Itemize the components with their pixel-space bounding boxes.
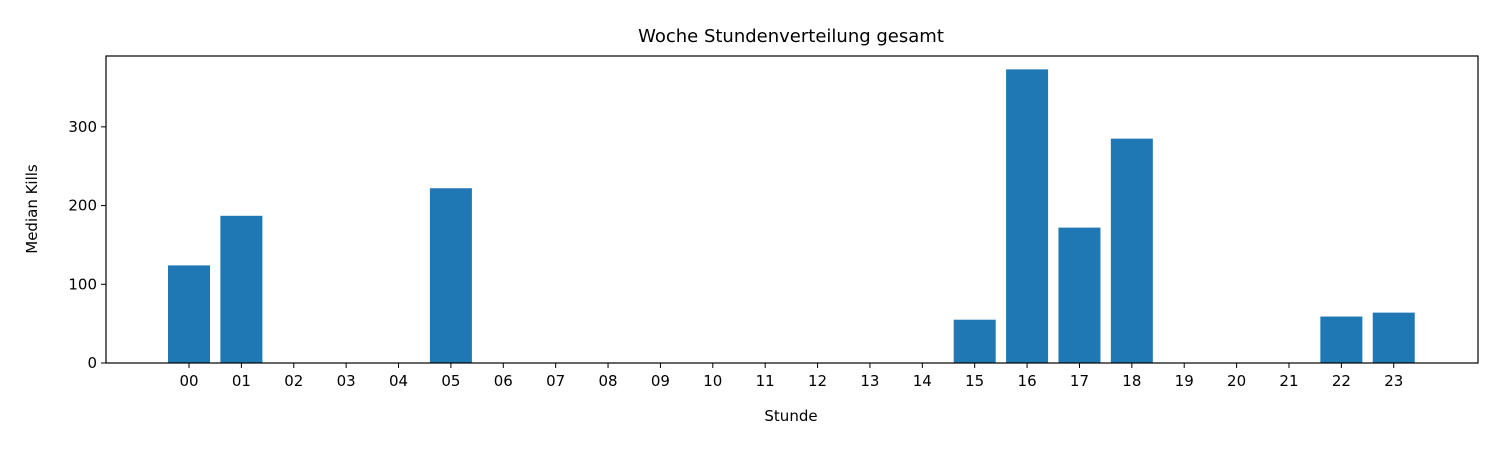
x-tick-label: 08 <box>598 372 617 390</box>
x-tick-label: 02 <box>284 372 303 390</box>
x-tick-label: 16 <box>1018 372 1037 390</box>
bar-23 <box>1372 312 1415 363</box>
y-tick-label: 0 <box>87 354 97 372</box>
bar-05 <box>429 188 472 363</box>
y-tick-label: 200 <box>68 197 97 215</box>
x-tick-label: 12 <box>808 372 827 390</box>
x-tick-label: 18 <box>1122 372 1141 390</box>
x-tick-label: 17 <box>1070 372 1089 390</box>
x-tick-label: 15 <box>965 372 984 390</box>
plot-frame <box>105 55 1479 364</box>
x-tick-label: 21 <box>1279 372 1298 390</box>
bar-15 <box>953 319 996 363</box>
bar-00 <box>168 265 210 363</box>
x-tick-label: 10 <box>703 372 722 390</box>
x-tick-label: 06 <box>494 372 513 390</box>
x-tick-label: 20 <box>1227 372 1246 390</box>
x-tick-label: 05 <box>441 372 460 390</box>
y-axis-label: Median Kills <box>23 164 41 254</box>
x-tick-label: 13 <box>860 372 879 390</box>
x-axis-ticks: 00 01 02 03 04 05 06 07 08 09 10 11 12 13 14 15 16 17 18 19… <box>179 363 1403 390</box>
bar-16 <box>1006 69 1049 363</box>
bar-18 <box>1110 138 1153 363</box>
x-tick-label: 19 <box>1175 372 1194 390</box>
x-tick-label: 07 <box>546 372 565 390</box>
x-axis-label: Stunde <box>764 407 817 425</box>
y-tick-label: 300 <box>68 118 97 136</box>
bar-17 <box>1058 227 1101 363</box>
bar-01 <box>220 215 263 363</box>
bars-group <box>168 69 1415 363</box>
x-tick-label: 14 <box>913 372 932 390</box>
x-tick-label: 23 <box>1384 372 1403 390</box>
x-tick-label: 04 <box>389 372 408 390</box>
x-tick-label: 00 <box>179 372 198 390</box>
x-tick-label: 09 <box>651 372 670 390</box>
x-tick-label: 11 <box>756 372 775 390</box>
bar-22 <box>1320 316 1363 363</box>
y-tick-label: 100 <box>68 275 97 293</box>
chart-title: Woche Stundenverteilung gesamt <box>638 26 944 47</box>
y-axis-ticks: 0 100 200 300 <box>68 118 106 372</box>
x-tick-label: 03 <box>337 372 356 390</box>
x-tick-label: 01 <box>232 372 251 390</box>
x-tick-label: 22 <box>1332 372 1351 390</box>
